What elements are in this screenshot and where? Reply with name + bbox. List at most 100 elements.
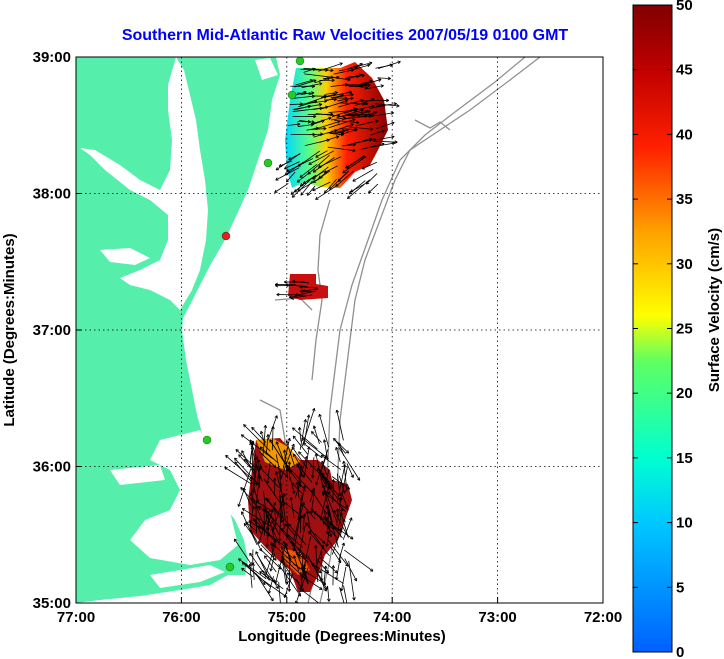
vector-arrow-head — [299, 480, 302, 484]
vector-arrow-head — [286, 168, 289, 172]
vector-arrow-head — [243, 424, 245, 428]
vector-arrow — [294, 179, 310, 193]
vector-arrow-head — [279, 469, 282, 473]
vector-arrow-head — [315, 154, 318, 158]
vector-arrow-head — [333, 437, 337, 440]
vector-arrow-head — [271, 542, 274, 547]
vector-arrow-head — [321, 119, 325, 121]
vector-arrow-head — [266, 498, 268, 503]
vector-arrow — [341, 566, 347, 592]
vector-arrow-head — [344, 464, 347, 468]
vector-arrow-head — [252, 562, 255, 566]
vector-arrow — [335, 170, 354, 187]
vector-arrow-head — [243, 487, 247, 491]
vector-arrow-head — [275, 177, 278, 181]
vector-arrow-head — [266, 480, 268, 484]
vector-arrow — [303, 414, 310, 444]
vector-arrow-head — [307, 171, 310, 175]
vector-arrow-head — [234, 457, 236, 462]
vector-arrow-head — [318, 164, 321, 168]
vector-arrow — [303, 67, 334, 71]
vector-arrow — [255, 465, 263, 482]
vector-arrow — [339, 587, 345, 603]
vector-arrow — [318, 414, 330, 448]
vector-arrow — [321, 460, 328, 475]
vector-arrow-head — [293, 453, 297, 456]
vector-arrow-head — [340, 496, 343, 500]
vector-arrow-head — [259, 466, 263, 469]
vector-arrow — [376, 136, 395, 141]
vector-arrow-head — [354, 127, 358, 130]
vector-arrow — [321, 93, 336, 98]
colorbar-tick-label: 40 — [676, 126, 693, 143]
vector-arrow-head — [292, 427, 296, 429]
vector-arrow-head — [275, 539, 277, 543]
vector-arrow-head — [324, 587, 328, 590]
vector-arrow-head — [340, 588, 342, 592]
vector-arrow-head — [373, 139, 377, 142]
vector-arrow-head — [327, 492, 329, 496]
vector-arrow-head — [322, 521, 325, 525]
vector-arrow — [338, 542, 345, 561]
vector-arrow-head — [385, 98, 390, 101]
vector-arrow-head — [367, 110, 371, 112]
vector-arrow — [352, 169, 374, 182]
vector-arrow — [250, 492, 266, 528]
vector-arrow-head — [297, 483, 301, 487]
vector-arrow-head — [271, 542, 275, 545]
vector-arrow-head — [340, 63, 343, 66]
vector-arrow-head — [273, 477, 276, 481]
vector-arrow — [346, 114, 360, 117]
vector-arrow-head — [367, 110, 371, 114]
vector-arrow-head — [350, 96, 354, 99]
vector-arrow — [292, 543, 308, 579]
vector-arrow — [320, 100, 348, 110]
vector-arrow-head — [251, 506, 254, 510]
vector-arrow-head — [328, 117, 332, 121]
vector-arrow-head — [308, 161, 311, 165]
vector-arrow-head — [342, 518, 345, 522]
vector-arrow-head — [322, 544, 325, 548]
vector-arrow — [314, 533, 326, 544]
vector-arrow — [298, 522, 307, 557]
vector-arrow-head — [272, 544, 276, 548]
vector-arrow-head — [225, 454, 229, 457]
vector-arrow-head — [292, 548, 295, 552]
vector-arrow-head — [352, 118, 356, 122]
vector-arrow-head — [335, 409, 338, 414]
vector-arrow — [336, 409, 344, 441]
vector-arrow-head — [285, 543, 289, 546]
vector-arrow-head — [310, 510, 314, 514]
vector-arrow-head — [308, 91, 312, 95]
vector-arrow-head — [278, 163, 282, 167]
vector-arrow-head — [334, 91, 338, 93]
vector-arrow-head — [364, 109, 368, 112]
vector-arrow-head — [275, 502, 277, 506]
vector-arrow — [252, 571, 266, 585]
vector-arrow-head — [284, 595, 288, 598]
vector-arrow-head — [360, 108, 364, 111]
vector-arrow — [300, 572, 303, 588]
vector-arrow-head — [333, 93, 337, 97]
vector-arrow-head — [315, 126, 319, 129]
vector-arrow-head — [238, 454, 242, 456]
vector-arrow-head — [250, 441, 253, 445]
vector-arrow-head — [315, 482, 319, 486]
vector-arrow-head — [325, 69, 329, 72]
vector-arrow-head — [323, 455, 327, 459]
vector-arrow-head — [353, 578, 357, 582]
vector-arrow-head — [343, 542, 346, 546]
vector-arrow-head — [330, 533, 333, 537]
vector-arrow-head — [338, 496, 342, 500]
vector-arrow-head — [380, 85, 384, 88]
vector-arrow-head — [311, 563, 314, 567]
vector-arrow-head — [310, 508, 313, 513]
vector-arrow — [335, 439, 349, 454]
vector-arrow — [253, 488, 259, 503]
vector-arrow-head — [398, 61, 401, 65]
colorbar-tick-label: 10 — [676, 515, 693, 532]
vector-arrow-head — [339, 512, 342, 516]
vector-arrow-head — [392, 142, 396, 146]
y-tick-label: 37:00 — [33, 322, 71, 339]
vector-arrow-head — [386, 100, 390, 103]
